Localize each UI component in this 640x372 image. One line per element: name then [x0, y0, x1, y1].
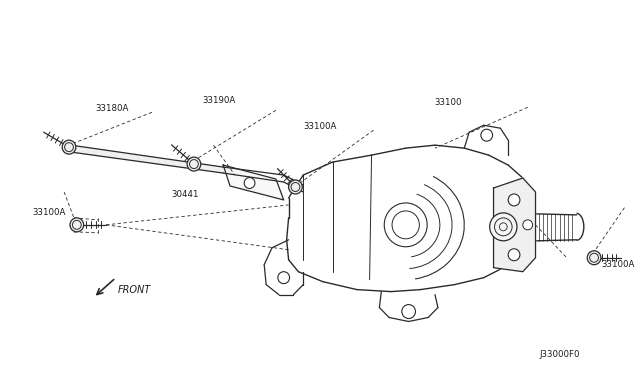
Polygon shape [493, 178, 536, 272]
Circle shape [244, 177, 255, 189]
Circle shape [70, 218, 84, 232]
Circle shape [289, 180, 302, 194]
Circle shape [402, 305, 415, 318]
Circle shape [508, 249, 520, 261]
Circle shape [187, 157, 201, 171]
Text: 33100A: 33100A [303, 122, 337, 131]
Text: 33190A: 33190A [203, 96, 236, 105]
Polygon shape [64, 144, 223, 173]
Polygon shape [223, 165, 284, 200]
Circle shape [384, 203, 427, 247]
Circle shape [62, 140, 76, 154]
Text: 33180A: 33180A [95, 104, 129, 113]
Circle shape [588, 251, 601, 265]
Text: 33100A: 33100A [601, 260, 634, 269]
Circle shape [278, 272, 289, 283]
Circle shape [523, 220, 532, 230]
Text: 33100: 33100 [434, 98, 461, 107]
Circle shape [481, 129, 493, 141]
Text: FRONT: FRONT [118, 285, 151, 295]
Circle shape [490, 213, 517, 241]
Text: 33100A: 33100A [32, 208, 65, 217]
Circle shape [508, 194, 520, 206]
Text: J33000F0: J33000F0 [540, 350, 580, 359]
Text: 30441: 30441 [172, 190, 199, 199]
